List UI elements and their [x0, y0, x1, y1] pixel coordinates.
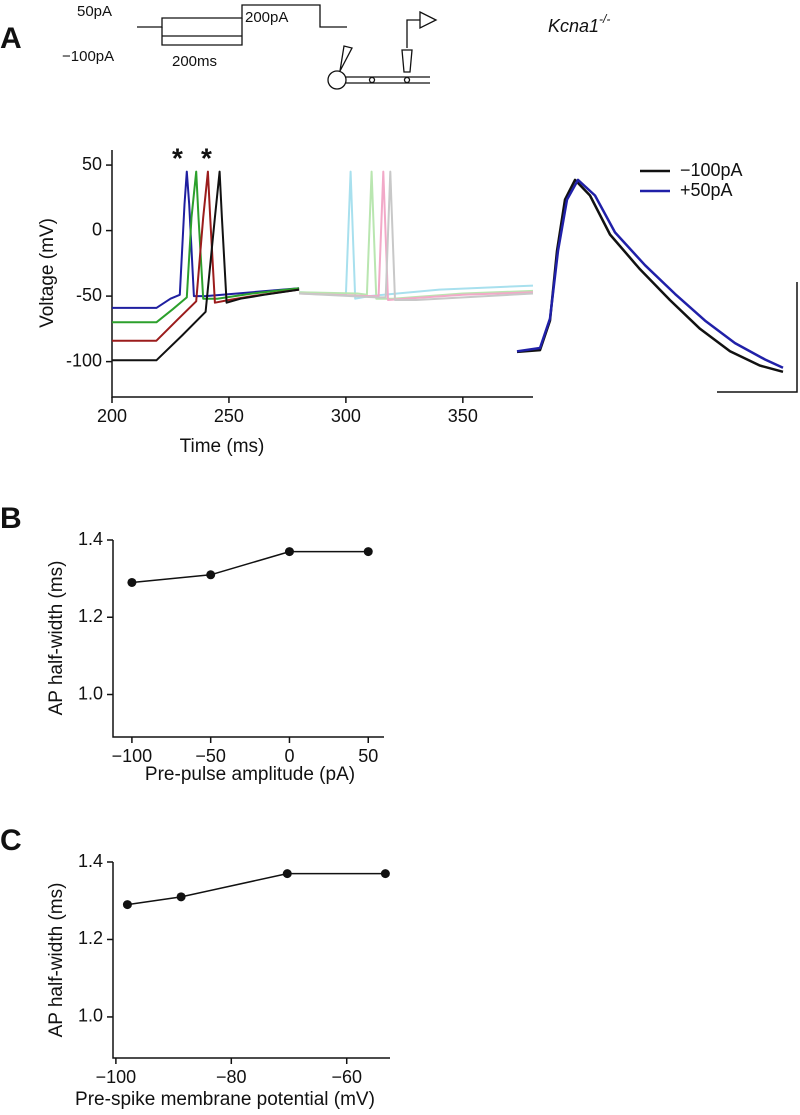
trace: [299, 170, 534, 301]
data-point: [122, 900, 132, 910]
x-tick-label: 50: [358, 746, 378, 766]
genotype: Kcna1-/-: [548, 12, 610, 36]
x-tick-label: 250: [214, 406, 244, 426]
y-tick-label: 1.0: [78, 1006, 103, 1026]
y-tick-label: 1.2: [78, 928, 103, 948]
trace: [516, 178, 784, 374]
annotation: −100pA: [62, 48, 114, 65]
trace: [112, 170, 300, 324]
trace: [299, 170, 534, 300]
y-tick-label: 0: [92, 219, 102, 239]
data-point: [380, 869, 390, 879]
data-point: [284, 547, 294, 557]
annotation: 50pA: [77, 3, 112, 20]
trace: [112, 170, 300, 362]
legend-label: −100pA: [680, 160, 743, 180]
axis-line: [112, 862, 390, 1059]
trace: [131, 550, 369, 584]
axis-line: [111, 150, 533, 398]
x-tick-label: −60: [331, 1067, 362, 1087]
trace: [112, 170, 300, 342]
genotype-name: Kcna1: [548, 16, 599, 36]
y-tick-label: 1.4: [78, 529, 103, 549]
y-tick-label: 1.2: [78, 606, 103, 626]
annotation: *: [172, 142, 183, 173]
trace: [299, 170, 534, 301]
x-tick-label: 200: [97, 406, 127, 426]
y-tick-label: 1.4: [78, 851, 103, 871]
x-tick-label: −50: [195, 746, 226, 766]
y-tick-label: -50: [76, 285, 102, 305]
scale-bar: [717, 282, 798, 393]
annotation: *: [201, 142, 212, 173]
panel-letter: C: [0, 824, 22, 857]
x-axis-label: Pre-spike membrane potential (mV): [75, 1089, 375, 1110]
x-tick-label: −100: [96, 1067, 137, 1087]
data-point: [206, 570, 216, 580]
axis-line: [112, 540, 384, 738]
trace: [112, 170, 300, 309]
annotation: 200ms: [172, 53, 217, 70]
y-axis-label: Voltage (mV): [37, 218, 58, 328]
trace: [299, 170, 534, 300]
y-axis-label: AP half-width (ms): [46, 883, 67, 1038]
data-point: [127, 577, 137, 587]
y-tick-label: 50: [82, 154, 102, 174]
panel-letter: A: [0, 22, 22, 55]
data-point: [282, 869, 292, 879]
x-tick-label: 0: [284, 746, 294, 766]
x-axis-label: Pre-pulse amplitude (pA): [145, 764, 355, 785]
data-point: [363, 547, 373, 557]
stimulus-diagram: [137, 4, 438, 90]
trace: [516, 178, 784, 369]
data-point: [176, 892, 186, 902]
x-axis-label: Time (ms): [180, 436, 265, 457]
x-tick-label: 350: [448, 406, 478, 426]
y-axis-label: AP half-width (ms): [46, 561, 67, 716]
x-tick-label: 300: [331, 406, 361, 426]
y-tick-label: 1.0: [78, 683, 103, 703]
x-tick-label: −80: [216, 1067, 247, 1087]
legend-label: +50pA: [680, 180, 733, 200]
panel-letter: B: [0, 502, 22, 535]
annotation: 200pA: [245, 9, 288, 26]
x-tick-label: −100: [112, 746, 153, 766]
y-tick-label: -100: [66, 350, 102, 370]
trace: [127, 872, 386, 906]
genotype-superscript: -/-: [599, 12, 610, 26]
